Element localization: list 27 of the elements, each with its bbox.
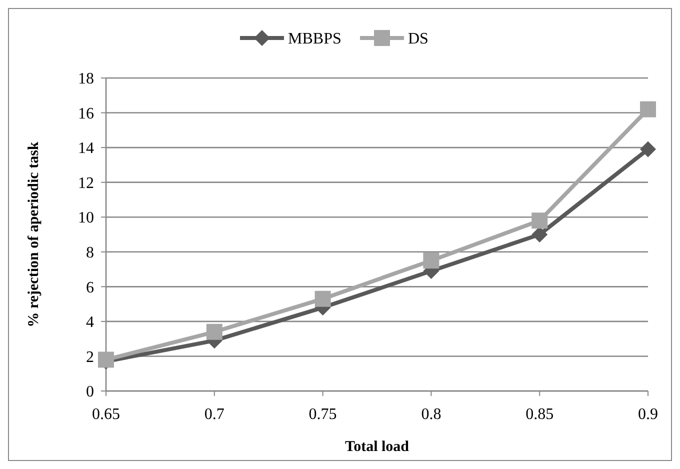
x-tick-label: 0.8 bbox=[421, 406, 442, 423]
y-tick-label: 10 bbox=[78, 210, 94, 227]
y-tick-label: 8 bbox=[86, 244, 94, 262]
y-tick-label: 14 bbox=[78, 140, 94, 158]
x-tick-label: 0.85 bbox=[526, 406, 554, 423]
x-tick-label: 0.75 bbox=[308, 406, 337, 423]
point bbox=[640, 141, 656, 158]
x-tick-label: 0.9 bbox=[638, 406, 658, 423]
legend-label: DS bbox=[408, 30, 428, 48]
x-tick-label: 0.7 bbox=[204, 406, 224, 423]
legend-label: MBBPS bbox=[288, 30, 342, 48]
y-tick-label: 12 bbox=[78, 174, 94, 192]
x-tick-label: 0.65 bbox=[92, 406, 120, 423]
y-tick-label: 2 bbox=[86, 348, 94, 366]
y-tick-label: 6 bbox=[86, 279, 94, 296]
y-tick-label: 18 bbox=[78, 70, 94, 88]
point bbox=[423, 252, 440, 269]
point bbox=[532, 212, 548, 229]
y-tick-label: 16 bbox=[78, 105, 94, 122]
point bbox=[640, 101, 656, 118]
y-axis-title: % rejection of aperiodic task bbox=[26, 141, 42, 328]
point bbox=[532, 226, 548, 242]
point bbox=[206, 324, 222, 340]
point bbox=[314, 290, 331, 307]
y-tick-label: 4 bbox=[86, 314, 94, 332]
y-tick-label: 0 bbox=[86, 384, 94, 401]
x-axis-title: Total load bbox=[344, 439, 410, 455]
